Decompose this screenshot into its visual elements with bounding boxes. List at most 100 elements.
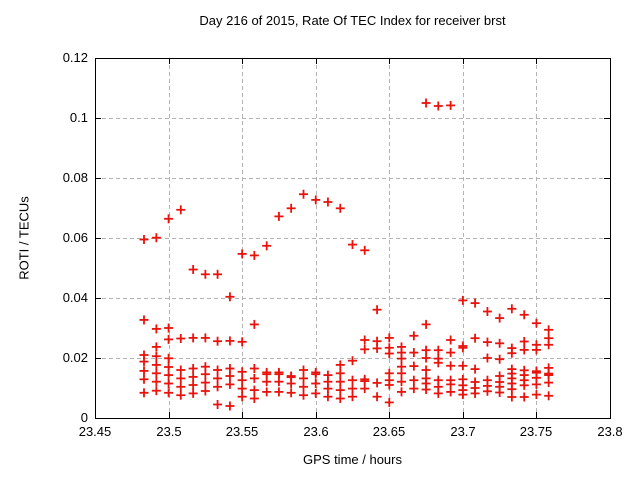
data-point (396, 387, 406, 397)
data-point (360, 335, 370, 345)
data-point (544, 378, 554, 388)
data-point (176, 365, 186, 375)
data-point (323, 384, 333, 394)
data-point (139, 374, 149, 384)
data-point (360, 344, 370, 354)
data-point (421, 345, 431, 355)
data-point (151, 233, 161, 243)
data-point (409, 348, 419, 358)
data-point (213, 336, 223, 346)
data-point (176, 390, 186, 400)
data-point (200, 269, 210, 279)
data-point (348, 356, 357, 366)
data-point (200, 378, 210, 388)
data-point (396, 354, 406, 364)
data-point (164, 388, 174, 398)
data-point (470, 388, 480, 398)
data-point (531, 390, 541, 400)
data-point (495, 354, 505, 364)
data-point (433, 358, 443, 368)
data-point (482, 353, 492, 363)
data-point (274, 387, 284, 397)
data-point (176, 382, 186, 392)
data-point (139, 357, 149, 367)
data-point (299, 365, 309, 375)
data-point (225, 292, 235, 302)
data-point (323, 197, 333, 207)
data-point (409, 375, 419, 385)
data-point (249, 364, 259, 373)
data-point (249, 319, 259, 329)
data-point (421, 365, 431, 375)
data-point (372, 343, 382, 353)
data-point (299, 390, 309, 400)
data-point (458, 295, 468, 305)
data-point (213, 400, 223, 409)
data-point (446, 387, 456, 397)
x-tick-label: 23.75 (519, 424, 553, 439)
data-point (458, 390, 468, 400)
data-point (164, 214, 174, 224)
data-point (507, 392, 517, 402)
data-point (335, 377, 345, 387)
data-point (446, 100, 456, 110)
data-point (544, 391, 554, 401)
data-point (286, 203, 296, 213)
data-point (372, 378, 382, 388)
data-point (360, 384, 370, 394)
x-tick-label: 23.55 (225, 424, 259, 439)
y-tick-label: 0.1 (69, 110, 88, 125)
data-point (299, 373, 309, 383)
data-point (482, 386, 492, 396)
data-point (139, 366, 149, 376)
y-tick-label: 0.04 (62, 290, 88, 305)
data-point (482, 307, 492, 316)
data-point (286, 379, 296, 388)
x-tick-label: 23.7 (450, 424, 476, 439)
data-point (311, 195, 321, 205)
data-point (274, 377, 284, 387)
data-point (360, 245, 370, 255)
data-point (409, 331, 419, 341)
data-point (544, 340, 554, 350)
data-point (237, 367, 247, 377)
data-point (286, 388, 296, 398)
data-point (213, 382, 223, 392)
data-point (372, 392, 382, 402)
data-point (335, 360, 345, 370)
data-point (225, 379, 235, 389)
data-point (348, 392, 357, 402)
data-point (151, 386, 161, 396)
data-point (164, 370, 174, 380)
x-tick-label: 23.5 (156, 424, 182, 439)
data-point (200, 369, 210, 379)
data-point (237, 392, 247, 402)
data-point (507, 304, 517, 314)
data-point (335, 385, 345, 395)
data-point (519, 310, 529, 320)
data-point (384, 380, 394, 390)
data-point (384, 349, 394, 358)
data-point (188, 372, 198, 382)
data-point (458, 361, 468, 371)
data-point (421, 319, 431, 329)
data-point (164, 323, 174, 333)
data-point (335, 203, 345, 213)
data-point (384, 397, 394, 407)
data-point (433, 388, 443, 398)
data-point (348, 240, 357, 250)
data-point (470, 364, 480, 374)
data-point (151, 368, 161, 378)
data-point (409, 384, 419, 394)
data-point (176, 205, 186, 215)
chart-title: Day 216 of 2015, Rate Of TEC Index for r… (199, 13, 506, 28)
data-point (151, 342, 161, 352)
y-tick-label: 0.08 (62, 170, 88, 185)
data-point (164, 379, 174, 388)
data-point (237, 337, 247, 347)
data-point (200, 333, 210, 343)
x-tick-label: 23.8 (597, 424, 623, 439)
data-point (249, 373, 259, 383)
data-point (299, 382, 309, 392)
